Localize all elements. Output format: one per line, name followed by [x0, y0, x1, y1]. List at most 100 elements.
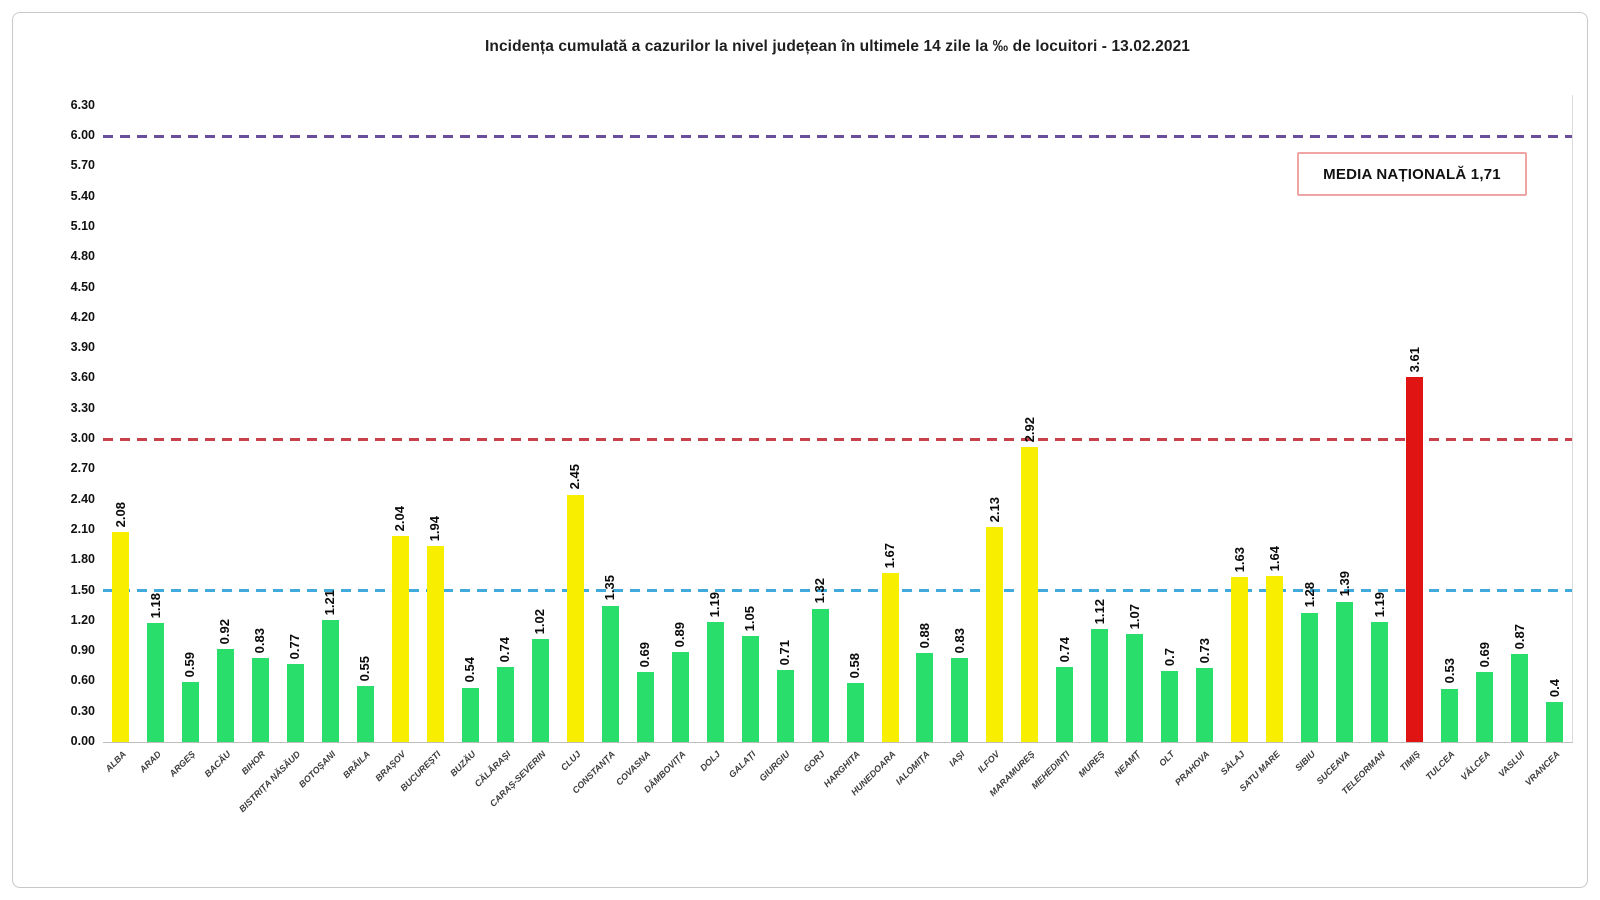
bar-SĂLAJ	[1231, 577, 1249, 742]
bar-TIMIȘ	[1406, 377, 1424, 742]
y-tick-label: 6.00	[70, 128, 95, 142]
bar-VÂLCEA	[1476, 672, 1494, 742]
bar-value-BUZĂU: 0.54	[462, 657, 478, 683]
bar-value-VÂLCEA: 0.69	[1476, 642, 1492, 668]
bar-COVASNA	[636, 672, 654, 742]
y-tick-label: 3.30	[70, 400, 95, 415]
bar-value-TULCEA: 0.53	[1441, 658, 1457, 684]
y-tick-label: 1.80	[70, 552, 95, 567]
bar-BUCUREȘTI	[426, 546, 444, 742]
bar-CARAȘ-SEVERIN	[531, 639, 549, 742]
y-tick-label: 5.70	[70, 158, 95, 173]
bar-value-DÂMBOVIȚA: 0.89	[672, 621, 688, 648]
bar-value-IALOMIȚA: 0.88	[916, 622, 932, 649]
bar-BRAȘOV	[391, 536, 409, 742]
bar-value-COVASNA: 0.69	[637, 642, 653, 668]
bar-BACĂU	[216, 649, 234, 742]
bar-value-BIHOR: 0.83	[252, 627, 268, 654]
bar-value-SUCEAVA: 1.39	[1336, 571, 1352, 597]
bar-CONSTANȚA	[601, 605, 619, 742]
bar-SATU MARE	[1266, 576, 1284, 742]
y-tick-label: 4.80	[70, 249, 95, 264]
bar-BUZĂU	[461, 687, 479, 742]
bar-value-CĂLĂRAȘI: 0.74	[497, 637, 513, 663]
y-tick-label: 1.50	[70, 582, 95, 597]
y-tick-label: 5.10	[70, 218, 95, 233]
bar-ARAD	[147, 622, 164, 742]
bar-value-ILFOV: 2.13	[986, 496, 1002, 522]
bar-HUNEDOARA	[881, 573, 899, 742]
y-tick-label: 0.30	[70, 703, 95, 718]
bar-BOTOȘANI	[321, 619, 339, 742]
bar-GIURGIU	[776, 670, 794, 742]
chart-title: Incidența cumulată a cazurilor la nivel …	[484, 38, 1191, 55]
bar-value-HARGHITA: 0.58	[847, 653, 862, 679]
bar-value-PRAHOVA: 0.73	[1196, 638, 1212, 664]
bar-ALBA	[112, 531, 129, 742]
bar-value-GORJ: 1.32	[812, 578, 827, 604]
y-tick-label: 3.90	[70, 340, 95, 355]
y-tick-label: 6.30	[70, 97, 95, 112]
y-tick-label: 0.00	[70, 734, 95, 748]
national-average-label: MEDIA NAȚIONALĂ 1,71	[1323, 165, 1501, 183]
bar-MARAMUREȘ	[1021, 447, 1039, 742]
bar-value-OLT: 0.7	[1161, 648, 1177, 667]
bar-value-GIURGIU: 0.71	[777, 640, 792, 666]
y-tick-label: 0.90	[70, 643, 95, 658]
bar-VASLUI	[1511, 654, 1528, 742]
bar-value-DOLJ: 1.19	[707, 591, 723, 617]
bar-value-CONSTANȚA: 1.35	[602, 575, 618, 601]
bar-value-BISTRIȚA NĂSĂUD: 0.77	[287, 633, 303, 660]
y-tick-label: 2.40	[70, 491, 95, 506]
bar-value-IAȘI: 0.83	[951, 627, 967, 654]
bar-ILFOV	[986, 526, 1004, 742]
y-tick-label: 2.70	[70, 461, 95, 476]
bar-CLUJ	[566, 494, 584, 742]
plot-area: 2.08 ALBA 1.18 ARAD 0.59 ARGEȘ 0.92 BACĂU 0.83 BI…	[103, 95, 1573, 814]
bar-value-ALBA: 2.08	[112, 501, 128, 527]
bar-value-ARGEȘ: 0.59	[182, 652, 198, 678]
bar-IAȘI	[951, 658, 969, 742]
bar-value-BRĂILA: 0.55	[357, 656, 373, 682]
bar-value-GALAȚI: 1.05	[742, 605, 758, 631]
y-tick-label: 4.50	[70, 279, 95, 294]
bar-BISTRIȚA NĂSĂUD	[286, 664, 304, 742]
bar-value-BACĂU: 0.92	[217, 618, 233, 645]
bar-TELEORMAN	[1371, 621, 1389, 742]
bar-CĂLĂRAȘI	[496, 667, 514, 742]
y-tick-label: 3.00	[70, 431, 95, 445]
bar-value-MEHEDINȚI: 0.74	[1056, 637, 1072, 663]
bar-value-BOTOȘANI: 1.21	[322, 589, 338, 615]
bar-value-NEAMȚ: 1.07	[1126, 603, 1142, 629]
bar-IALOMIȚA	[916, 653, 934, 742]
y-tick-label: 1.20	[70, 612, 95, 627]
bar-TULCEA	[1441, 688, 1459, 742]
bar-value-HUNEDOARA: 1.67	[882, 543, 897, 569]
bar-NEAMȚ	[1126, 633, 1144, 742]
bar-SIBIU	[1301, 612, 1319, 742]
bar-HARGHITA	[846, 683, 864, 742]
bar-GORJ	[811, 608, 829, 742]
bar-value-ARAD: 1.18	[147, 592, 163, 618]
bar-value-TELEORMAN: 1.19	[1371, 591, 1387, 617]
y-tick-label: 2.10	[70, 521, 95, 536]
bar-value-VASLUI: 0.87	[1511, 623, 1527, 650]
bar-DOLJ	[706, 621, 724, 742]
bar-value-BUCUREȘTI: 1.94	[427, 515, 443, 542]
bar-value-SĂLAJ: 1.63	[1231, 547, 1247, 573]
bar-MEHEDINȚI	[1056, 667, 1074, 742]
y-tick-label: 3.60	[70, 370, 95, 385]
bar-OLT	[1161, 671, 1179, 742]
y-tick-label: 5.40	[70, 188, 95, 203]
bar-DÂMBOVIȚA	[671, 652, 689, 742]
bar-value-SIBIU: 1.28	[1301, 582, 1317, 608]
y-tick-label: 0.60	[70, 673, 95, 688]
y-tick-label: 4.20	[70, 309, 95, 324]
bar-ARGEȘ	[181, 682, 199, 742]
threshold-line-yellow-zone-threshold	[103, 589, 1572, 592]
bar-PRAHOVA	[1196, 668, 1214, 742]
bar-value-MARAMUREȘ: 2.92	[1021, 416, 1037, 443]
threshold-line-upper-threshold	[103, 134, 1572, 138]
bar-GALAȚI	[741, 635, 759, 742]
bar-BRĂILA	[356, 686, 374, 742]
